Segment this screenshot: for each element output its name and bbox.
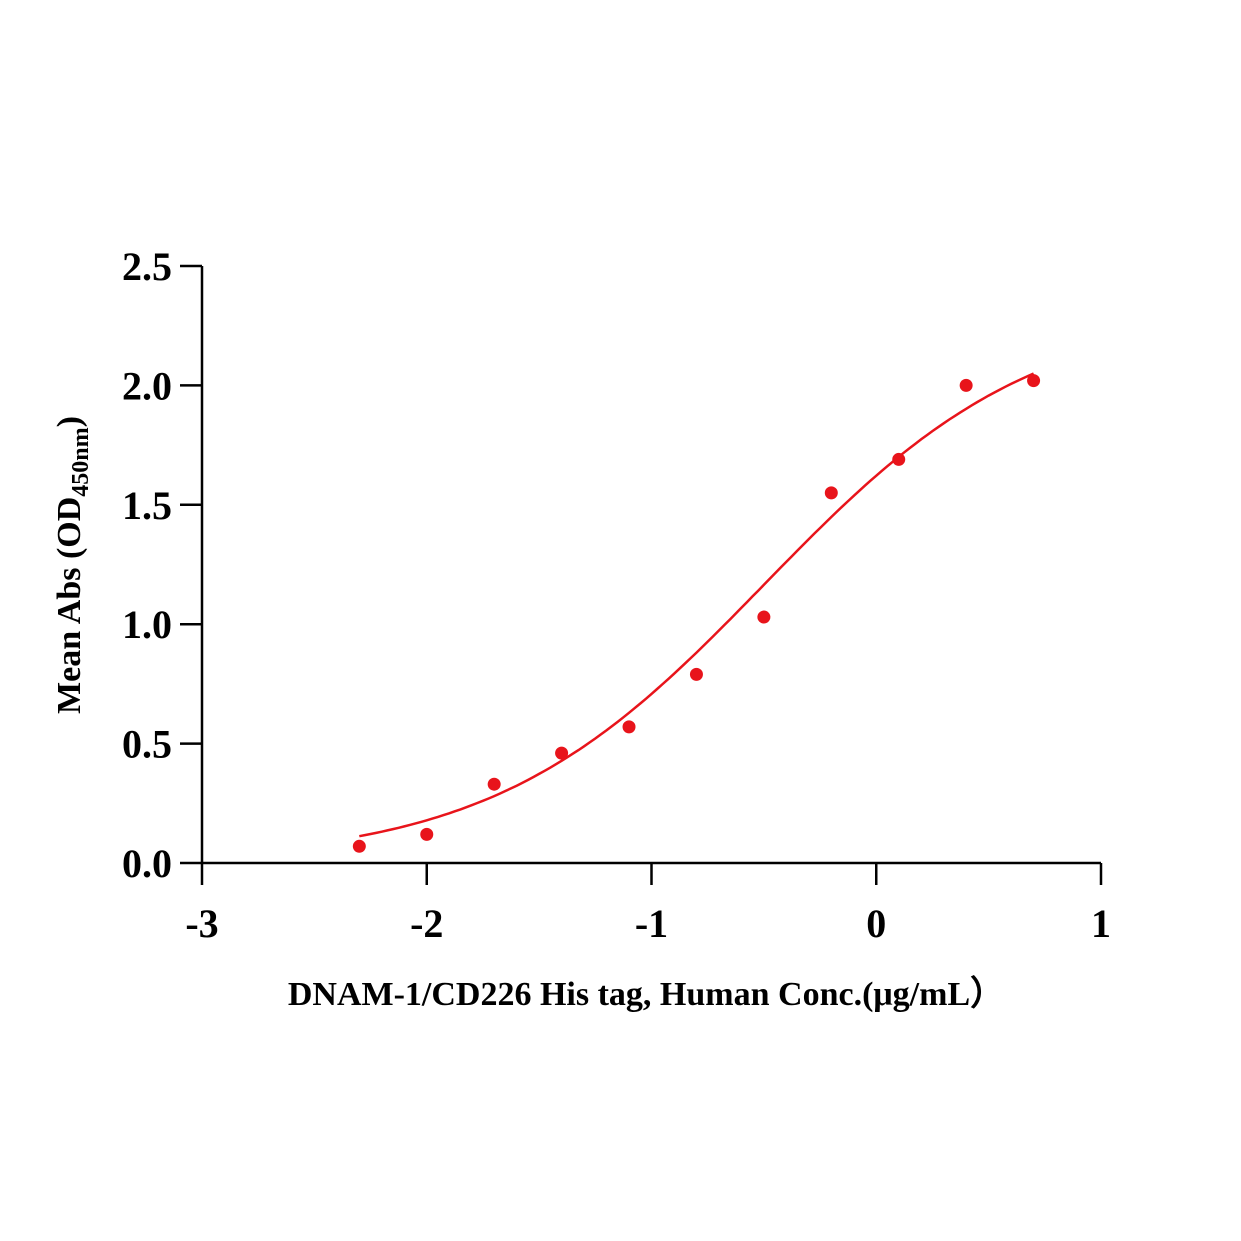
- data-point: [757, 610, 771, 624]
- x-tick-label: -1: [635, 901, 668, 946]
- data-point: [555, 746, 569, 760]
- x-tick-label: 1: [1091, 901, 1111, 946]
- data-points: [352, 374, 1041, 853]
- y-axis-label-main: Mean Abs (OD: [51, 497, 88, 714]
- data-point: [959, 378, 973, 392]
- x-tick-label: 0: [866, 901, 886, 946]
- data-point: [689, 667, 703, 681]
- y-tick-label: 0.0: [122, 841, 172, 886]
- axes: [180, 264, 1103, 885]
- y-axis-label-close: ): [51, 416, 88, 427]
- y-tick-label: 0.5: [122, 722, 172, 767]
- y-tick-label: 2.0: [122, 363, 172, 408]
- tick-labels: -3 -2 -1 0 1 0.0 0.5 1.0 1.5 2.0 2.5: [122, 244, 1111, 946]
- data-point: [824, 486, 838, 500]
- y-tick-label: 2.5: [122, 244, 172, 289]
- data-point: [622, 720, 636, 734]
- x-axis-label: DNAM-1/CD226 His tag, Human Conc.(μg/mL）: [288, 974, 1004, 1013]
- data-point: [1027, 374, 1041, 388]
- data-point: [420, 827, 434, 841]
- x-tick-label: -2: [410, 901, 443, 946]
- y-axis-label-sub: 450nm: [68, 427, 94, 496]
- x-tick-label: -3: [185, 901, 218, 946]
- y-tick-label: 1.5: [122, 483, 172, 528]
- data-point: [892, 452, 906, 466]
- y-tick-label: 1.0: [122, 602, 172, 647]
- fit-curve: [359, 372, 1035, 838]
- data-point: [352, 839, 366, 853]
- y-axis-label: Mean Abs (OD450nm): [51, 416, 94, 714]
- data-point: [487, 777, 501, 791]
